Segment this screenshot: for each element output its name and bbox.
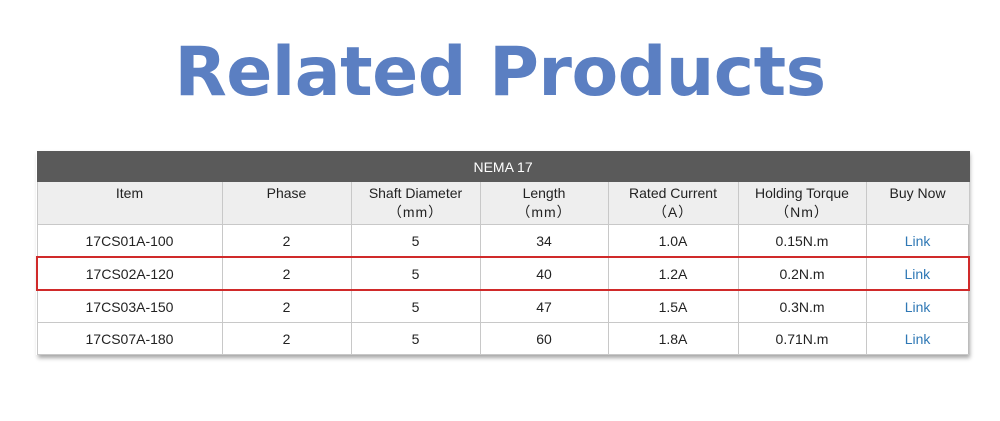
column-header-rated-current: Rated Current （A） bbox=[607, 181, 739, 225]
cell-shaft-diameter: 5 bbox=[350, 256, 481, 291]
column-header-label: Buy Now bbox=[889, 185, 946, 201]
cell-rated-current: 1.5A bbox=[607, 289, 739, 323]
cell-item: 17CS02A-120 bbox=[36, 256, 223, 291]
product-table: NEMA 17 Item Phase Shaft Diameter （mm） L… bbox=[36, 151, 971, 355]
cell-buy-now: Link bbox=[865, 256, 971, 291]
cell-item: 17CS07A-180 bbox=[36, 322, 223, 355]
table-caption: NEMA 17 bbox=[36, 151, 970, 182]
column-header-holding-torque: Holding Torque （Nm） bbox=[737, 181, 867, 225]
column-header-shaft-diameter: Shaft Diameter （mm） bbox=[350, 181, 481, 225]
column-header-phase: Phase bbox=[221, 181, 352, 225]
cell-phase: 2 bbox=[221, 224, 352, 258]
table-row: 17CS07A-180 2 5 60 1.8A 0.71N.m Link bbox=[36, 322, 970, 355]
column-header-label: Phase bbox=[266, 185, 307, 201]
buy-link[interactable]: Link bbox=[904, 232, 931, 249]
cell-holding-torque: 0.15N.m bbox=[737, 224, 867, 258]
buy-link[interactable]: Link bbox=[904, 265, 931, 282]
cell-item: 17CS01A-100 bbox=[36, 224, 223, 258]
cell-phase: 2 bbox=[221, 289, 352, 323]
buy-link[interactable]: Link bbox=[904, 330, 931, 347]
cell-length: 60 bbox=[479, 322, 609, 355]
column-header-label: Holding Torque bbox=[755, 185, 849, 201]
column-header-unit: （Nm） bbox=[775, 204, 829, 220]
cell-shaft-diameter: 5 bbox=[350, 224, 481, 258]
column-header-unit: （A） bbox=[652, 204, 694, 220]
column-header-label: Item bbox=[115, 185, 144, 201]
cell-rated-current: 1.0A bbox=[607, 224, 739, 258]
table-row: 17CS03A-150 2 5 47 1.5A 0.3N.m Link bbox=[36, 289, 970, 323]
cell-length: 47 bbox=[479, 289, 609, 323]
column-header-unit: （mm） bbox=[387, 204, 444, 220]
column-header-label: Rated Current bbox=[629, 185, 717, 201]
cell-length: 34 bbox=[479, 224, 609, 258]
cell-item: 17CS03A-150 bbox=[36, 289, 223, 323]
cell-shaft-diameter: 5 bbox=[350, 322, 481, 355]
column-header-item: Item bbox=[36, 181, 223, 225]
cell-buy-now: Link bbox=[865, 224, 970, 258]
table-row-highlighted: 17CS02A-120 2 5 40 1.2A 0.2N.m Link bbox=[36, 256, 971, 291]
buy-link[interactable]: Link bbox=[904, 298, 931, 315]
cell-holding-torque: 0.2N.m bbox=[737, 256, 867, 291]
column-header-unit: （mm） bbox=[516, 204, 572, 220]
cell-buy-now: Link bbox=[865, 289, 970, 323]
cell-rated-current: 1.8A bbox=[607, 322, 739, 355]
cell-shaft-diameter: 5 bbox=[350, 289, 481, 323]
specs-table: NEMA 17 Item Phase Shaft Diameter （mm） L… bbox=[36, 151, 971, 355]
column-header-label: Length bbox=[522, 185, 566, 201]
column-header-label: Shaft Diameter bbox=[368, 185, 463, 201]
cell-rated-current: 1.2A bbox=[607, 256, 739, 291]
table-row: 17CS01A-100 2 5 34 1.0A 0.15N.m Link bbox=[36, 224, 970, 258]
cell-phase: 2 bbox=[221, 322, 352, 355]
cell-holding-torque: 0.3N.m bbox=[737, 289, 867, 323]
cell-phase: 2 bbox=[221, 256, 352, 291]
cell-length: 40 bbox=[479, 256, 609, 291]
column-header-buy-now: Buy Now bbox=[865, 181, 970, 225]
cell-holding-torque: 0.71N.m bbox=[737, 322, 867, 355]
cell-buy-now: Link bbox=[865, 322, 970, 355]
page-title: Related Products bbox=[174, 33, 826, 112]
column-header-length: Length （mm） bbox=[479, 181, 609, 225]
